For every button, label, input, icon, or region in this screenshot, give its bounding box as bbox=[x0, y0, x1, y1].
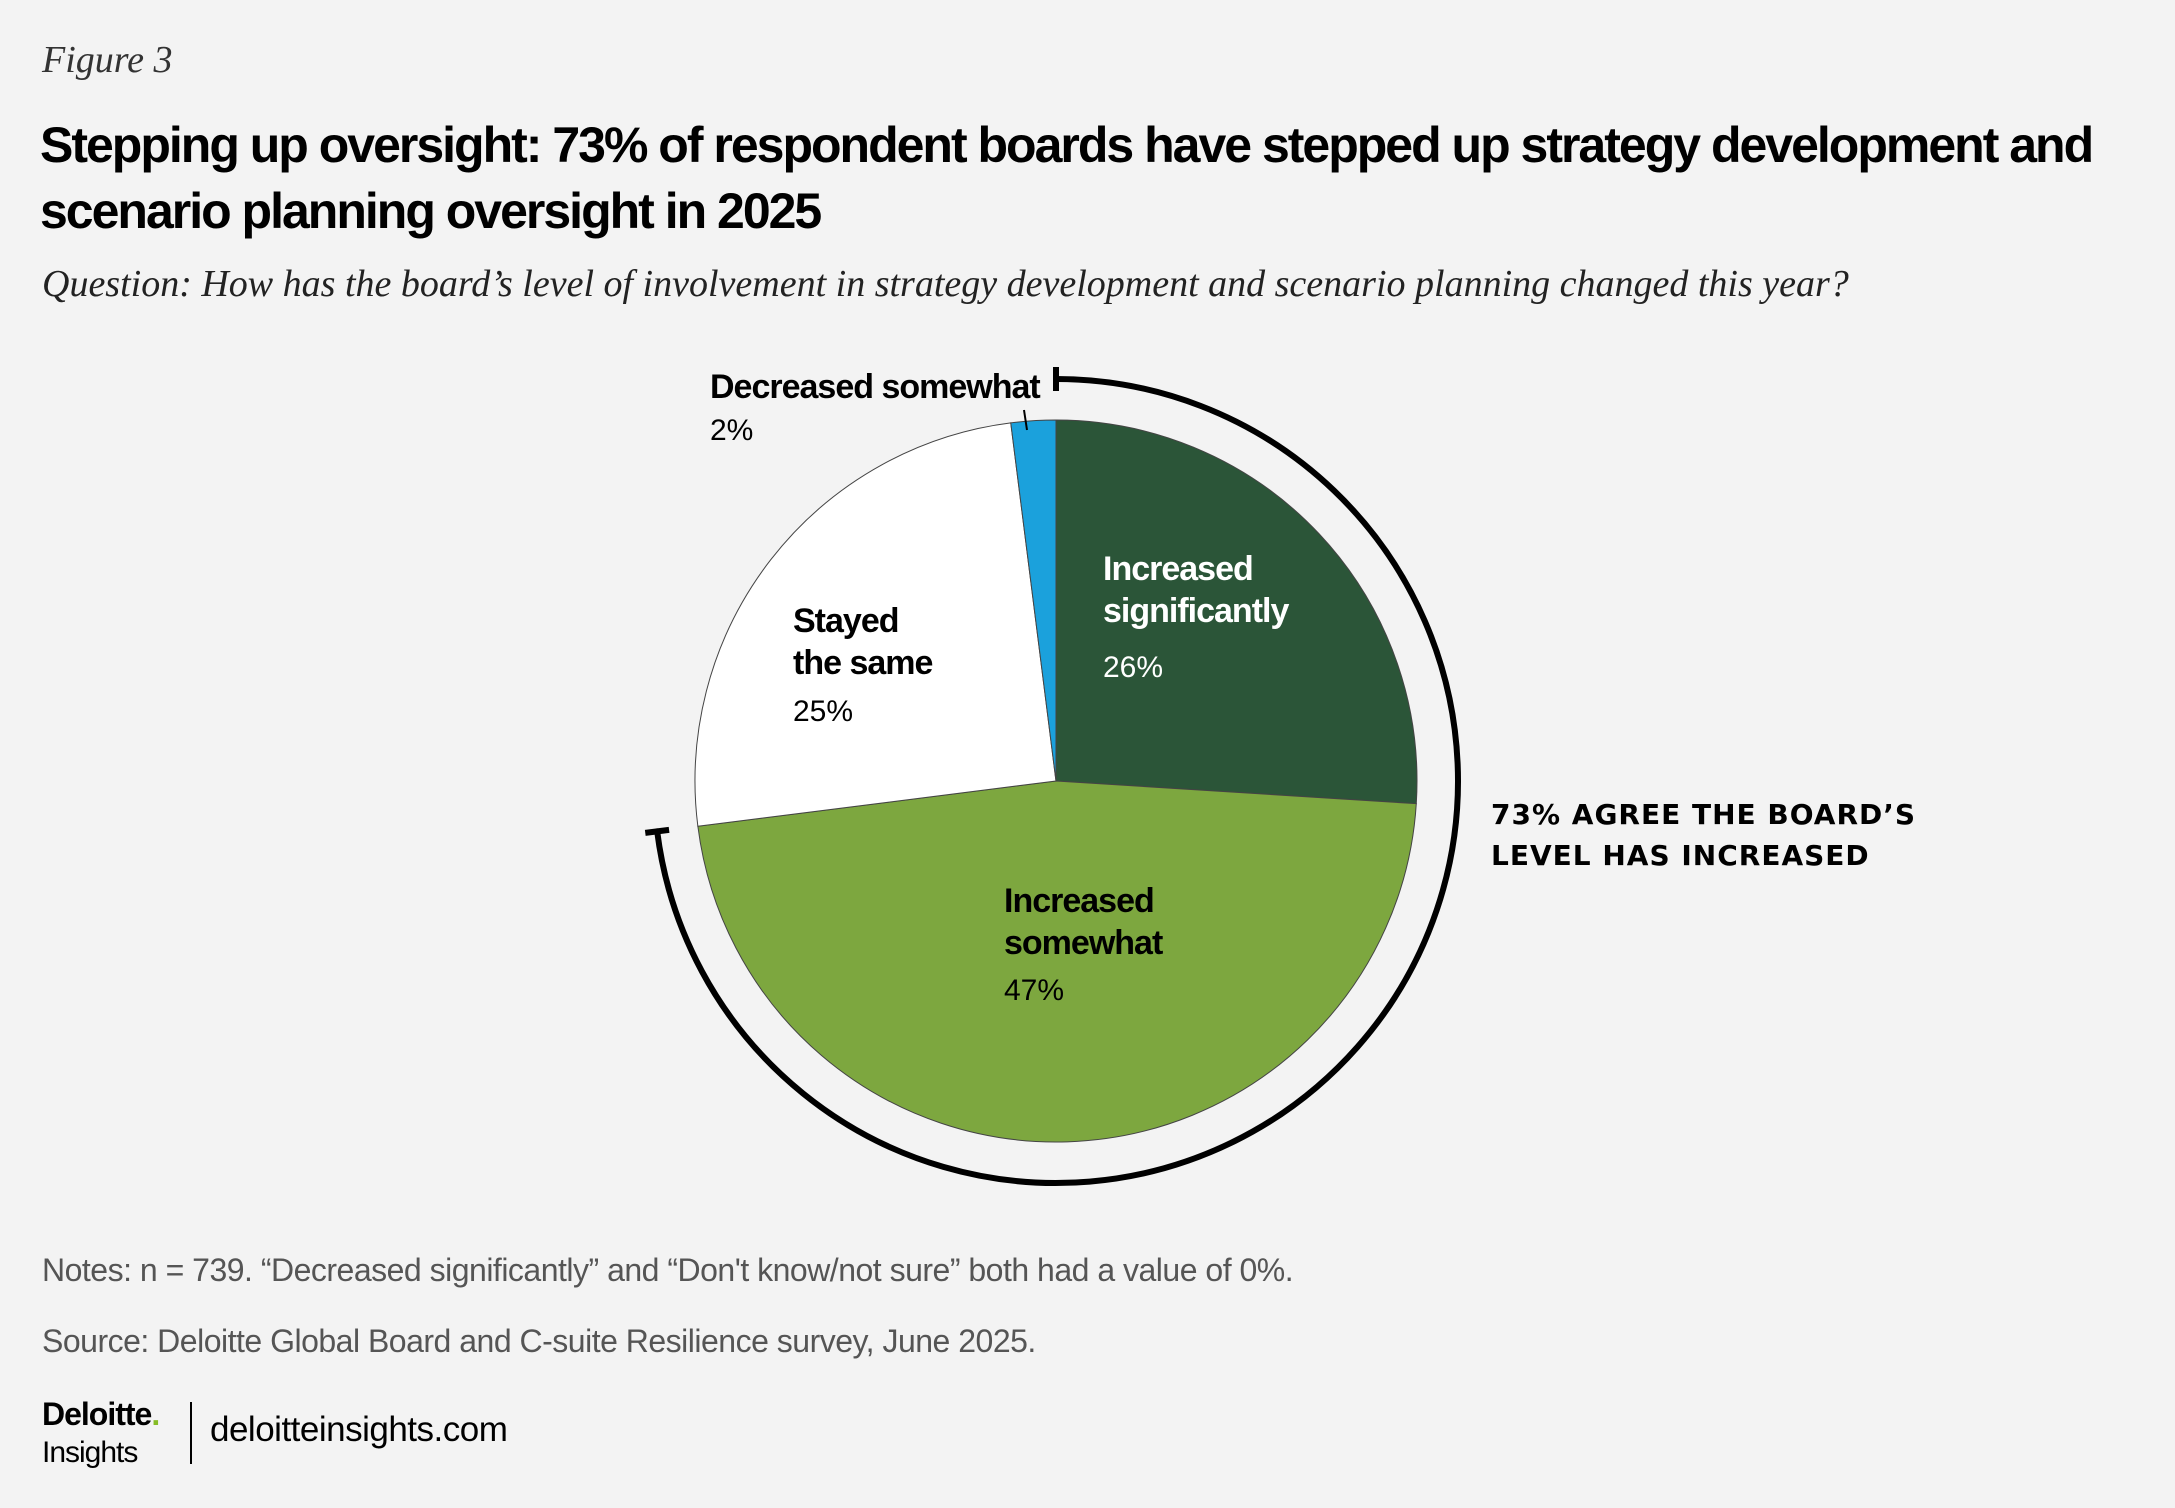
site-link[interactable]: deloitteinsights.com bbox=[210, 1410, 508, 1449]
pie-slice-increased-somewhat bbox=[697, 780, 1417, 1143]
notes: Notes: n = 739. “Decreased significantly… bbox=[42, 1252, 1294, 1288]
figure-label: Figure 3 bbox=[42, 39, 173, 81]
annotation-bracket bbox=[654, 376, 1461, 1186]
label-decreased-somewhat: Decreased somewhat bbox=[710, 368, 1040, 406]
value-increased-somewhat: 47% bbox=[1004, 974, 1064, 1007]
value-increased-significantly: 26% bbox=[1103, 651, 1163, 684]
source: Source: Deloitte Global Board and C-suit… bbox=[42, 1323, 1036, 1359]
decreased-leader-line bbox=[1023, 409, 1028, 431]
annotation-line-2: LEVEL HAS INCREASED bbox=[1491, 839, 1870, 872]
label-stayed-the-same: Stayed the same bbox=[793, 602, 932, 682]
annotation-line-1: 73% AGREE THE BOARD’S bbox=[1491, 798, 1916, 831]
pie-slice-stayed-the-same bbox=[694, 422, 1057, 827]
footer-divider bbox=[190, 1402, 192, 1464]
pie-slice-decreased-somewhat bbox=[1010, 419, 1057, 782]
chart-title: Stepping up oversight: 73% of respondent… bbox=[40, 117, 2094, 239]
label-increased-somewhat: Increased somewhat bbox=[1004, 882, 1163, 962]
value-decreased-somewhat: 2% bbox=[710, 414, 753, 447]
label-increased-significantly: Increased significantly bbox=[1103, 550, 1289, 630]
deloitte-insights-logo: Deloitte. Insights bbox=[42, 1396, 161, 1469]
value-stayed-the-same: 25% bbox=[793, 695, 853, 728]
annotation-bracket-end-tick bbox=[644, 826, 670, 836]
pie-slice-increased-significantly bbox=[1055, 419, 1418, 805]
chart-subtitle: Question: How has the board’s level of i… bbox=[42, 263, 1849, 305]
